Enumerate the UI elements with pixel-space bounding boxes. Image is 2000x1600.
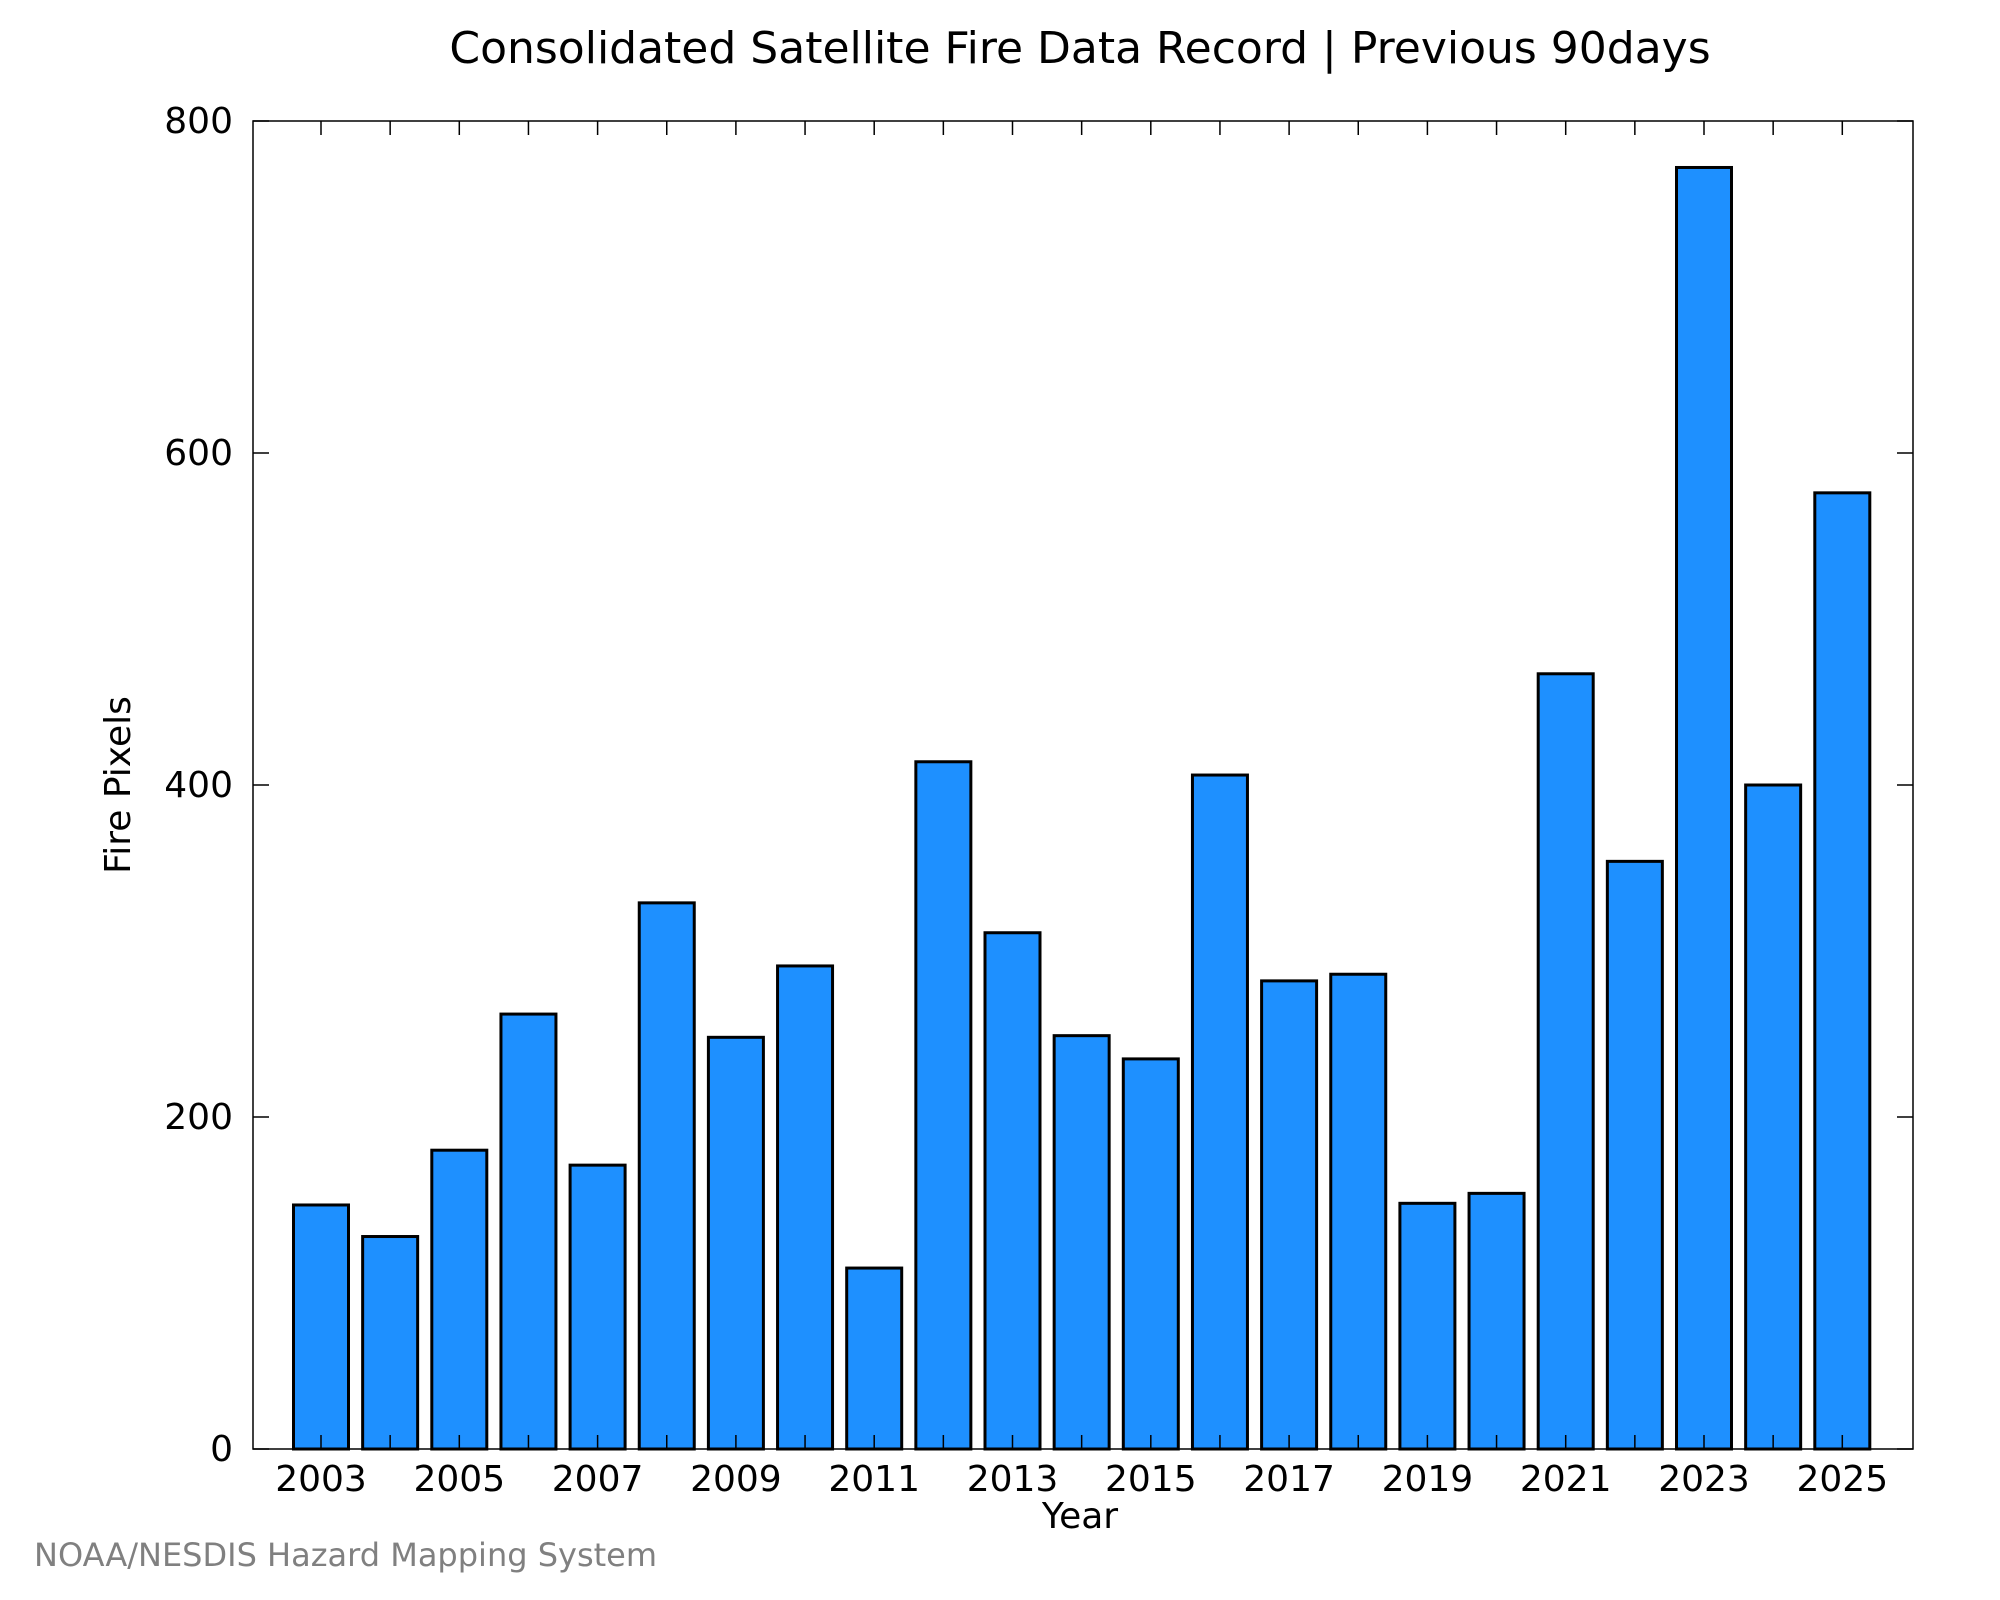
bar-2012 bbox=[914, 760, 973, 1451]
x-tick-label: 2023 bbox=[1658, 1459, 1750, 1500]
plot-area: 0 200 400 600 800 2003 2005 2007 2009 2011 2013 201… bbox=[164, 101, 1914, 1500]
y-axis-label: Fire Pixels bbox=[98, 696, 139, 874]
bar-2018 bbox=[1329, 972, 1388, 1451]
x-tick-label: 2015 bbox=[1105, 1459, 1197, 1500]
bar-2009 bbox=[706, 1035, 765, 1451]
bar-2020 bbox=[1467, 1191, 1526, 1451]
bar-2008 bbox=[637, 901, 696, 1451]
bar-2003 bbox=[292, 1203, 350, 1451]
credit-text: NOAA/NESDIS Hazard Mapping System bbox=[34, 1536, 658, 1574]
bar-2021 bbox=[1536, 672, 1595, 1451]
bar-2025 bbox=[1813, 491, 1872, 1451]
y-tick-label: 200 bbox=[164, 1097, 233, 1138]
x-tick-label: 2011 bbox=[828, 1459, 920, 1500]
bar-2010 bbox=[776, 964, 835, 1451]
bar-2022 bbox=[1605, 859, 1664, 1451]
y-tick-label: 800 bbox=[164, 101, 233, 142]
y-tick-label: 400 bbox=[164, 765, 233, 806]
x-tick-label: 2013 bbox=[967, 1459, 1059, 1500]
y-tick-label: 0 bbox=[210, 1429, 233, 1470]
bar-2019 bbox=[1398, 1201, 1457, 1451]
bar-2015 bbox=[1121, 1057, 1180, 1451]
bar-2006 bbox=[499, 1012, 558, 1451]
bar-2005 bbox=[430, 1148, 489, 1451]
bar-2014 bbox=[1052, 1034, 1111, 1451]
bar-2011 bbox=[845, 1266, 904, 1451]
x-tick-label: 2007 bbox=[552, 1459, 644, 1500]
x-tick-label: 2017 bbox=[1243, 1459, 1335, 1500]
y-tick-label: 600 bbox=[164, 433, 233, 474]
x-axis-label: Year bbox=[1041, 1496, 1118, 1537]
bar-2013 bbox=[983, 931, 1042, 1451]
bar-2024 bbox=[1744, 783, 1803, 1451]
x-tick-label: 2019 bbox=[1382, 1459, 1474, 1500]
bar-2016 bbox=[1190, 773, 1249, 1451]
bar-2004 bbox=[361, 1235, 420, 1451]
x-tick-label: 2003 bbox=[275, 1459, 367, 1500]
bar-2023 bbox=[1675, 165, 1733, 1451]
bar-2017 bbox=[1260, 979, 1319, 1451]
x-tick-label: 2021 bbox=[1520, 1459, 1612, 1500]
x-tick-label: 2025 bbox=[1796, 1459, 1888, 1500]
chart-title: Consolidated Satellite Fire Data Record … bbox=[449, 23, 1710, 74]
bar-2007 bbox=[568, 1163, 627, 1451]
x-tick-label: 2009 bbox=[690, 1459, 782, 1500]
x-tick-label: 2005 bbox=[413, 1459, 505, 1500]
